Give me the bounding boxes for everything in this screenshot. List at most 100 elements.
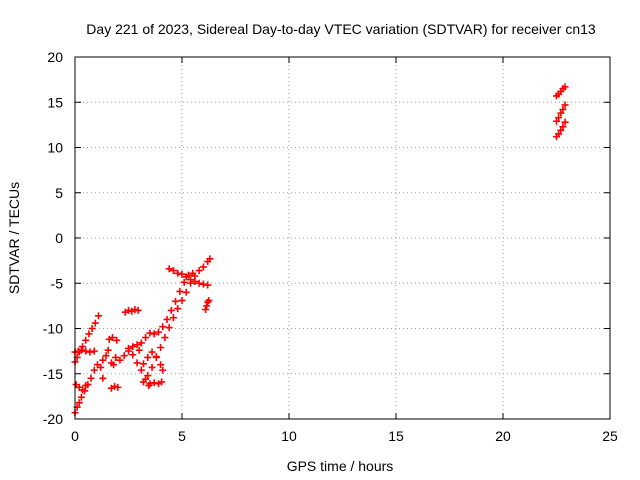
data-point-marker xyxy=(148,348,156,356)
data-point-marker xyxy=(87,374,95,382)
data-markers xyxy=(71,83,569,417)
data-point-marker xyxy=(195,279,203,287)
data-point-marker xyxy=(180,278,188,286)
data-point-marker xyxy=(172,297,180,305)
chart-title: Day 221 of 2023, Sidereal Day-to-day VTE… xyxy=(86,21,596,37)
data-point-marker xyxy=(99,356,107,364)
data-point-marker xyxy=(99,374,107,382)
y-tick-label: 15 xyxy=(47,94,63,110)
data-point-marker xyxy=(78,386,86,394)
data-point-marker xyxy=(159,366,167,374)
data-point-marker xyxy=(150,330,158,338)
data-point-marker xyxy=(176,287,184,295)
y-tick-label: -15 xyxy=(43,366,63,382)
data-point-marker xyxy=(561,118,569,126)
data-point-marker xyxy=(146,380,154,388)
y-tick-label: 0 xyxy=(55,230,63,246)
data-point-marker xyxy=(112,353,120,361)
data-point-marker xyxy=(561,101,569,109)
x-tick-label: 15 xyxy=(388,428,404,444)
data-point-marker xyxy=(90,347,98,355)
data-point-marker xyxy=(110,361,118,369)
data-point-marker xyxy=(559,123,567,131)
data-point-marker xyxy=(559,105,567,113)
data-point-marker xyxy=(82,382,90,390)
series-flat-band-4-5h xyxy=(165,265,212,289)
data-point-marker xyxy=(116,356,124,364)
data-point-marker xyxy=(561,83,569,91)
data-point-marker xyxy=(144,353,152,361)
data-point-marker xyxy=(195,267,203,275)
data-point-marker xyxy=(78,343,86,351)
data-point-marker xyxy=(191,277,199,285)
data-point-marker xyxy=(165,265,173,273)
series-low-band-1-8h xyxy=(99,374,122,392)
axis-ticks xyxy=(74,56,611,420)
x-tick-label: 0 xyxy=(71,428,79,444)
data-point-marker xyxy=(137,366,145,374)
data-point-marker xyxy=(131,305,139,313)
data-point-marker xyxy=(167,306,175,314)
data-point-marker xyxy=(135,346,143,354)
series-long-rising-arc xyxy=(139,255,214,386)
data-point-marker xyxy=(557,109,565,117)
data-point-marker xyxy=(553,117,560,125)
y-tick-label: -10 xyxy=(43,321,63,337)
data-point-marker xyxy=(139,378,147,386)
data-point-marker xyxy=(77,346,85,354)
series-second-rising-arc xyxy=(137,269,197,347)
data-point-marker xyxy=(202,305,210,313)
data-point-marker xyxy=(163,315,171,323)
data-point-marker xyxy=(157,344,165,352)
data-point-marker xyxy=(133,341,141,349)
data-point-marker xyxy=(88,325,96,332)
data-point-marker xyxy=(165,324,173,332)
data-point-marker xyxy=(74,347,82,355)
data-point-marker xyxy=(125,306,132,314)
data-point-marker xyxy=(555,130,563,138)
data-point-marker xyxy=(85,330,93,338)
data-point-marker xyxy=(150,379,158,387)
data-point-marker xyxy=(158,378,166,386)
data-point-marker xyxy=(174,269,182,277)
data-point-marker xyxy=(86,348,94,356)
data-point-marker xyxy=(125,344,132,352)
data-point-marker xyxy=(157,361,165,369)
data-point-marker xyxy=(133,359,141,367)
x-axis-label: GPS time / hours xyxy=(287,458,394,474)
data-point-marker xyxy=(152,353,160,361)
data-point-marker xyxy=(91,319,99,327)
y-axis-label: SDTVAR / TECUs xyxy=(6,182,22,294)
x-tick-label: 20 xyxy=(495,428,511,444)
data-point-marker xyxy=(144,372,152,380)
data-point-marker xyxy=(113,336,121,344)
data-point-marker xyxy=(134,306,142,314)
data-point-marker xyxy=(204,281,212,289)
data-point-marker xyxy=(187,276,195,284)
data-point-marker xyxy=(75,399,83,407)
data-point-marker xyxy=(555,114,563,122)
data-point-marker xyxy=(154,328,162,336)
x-tick-label: 5 xyxy=(178,428,186,444)
data-point-marker xyxy=(82,336,90,344)
data-point-marker xyxy=(120,352,128,360)
x-tick-label: 10 xyxy=(281,428,297,444)
data-point-marker xyxy=(557,126,565,134)
data-point-marker xyxy=(139,360,147,368)
data-point-marker xyxy=(142,334,150,342)
data-point-marker xyxy=(114,383,122,391)
data-point-marker xyxy=(129,351,137,359)
data-point-marker xyxy=(169,267,177,275)
data-point-marker xyxy=(189,269,197,277)
data-point-marker xyxy=(111,382,119,390)
data-point-marker xyxy=(108,334,116,342)
data-point-marker xyxy=(174,305,182,313)
data-point-marker xyxy=(182,273,190,281)
data-point-marker xyxy=(148,363,156,371)
data-point-marker xyxy=(129,343,137,351)
data-point-marker xyxy=(161,334,169,342)
data-point-marker xyxy=(199,280,207,288)
data-point-marker xyxy=(82,347,90,355)
series-right-stub-6h xyxy=(202,296,213,313)
